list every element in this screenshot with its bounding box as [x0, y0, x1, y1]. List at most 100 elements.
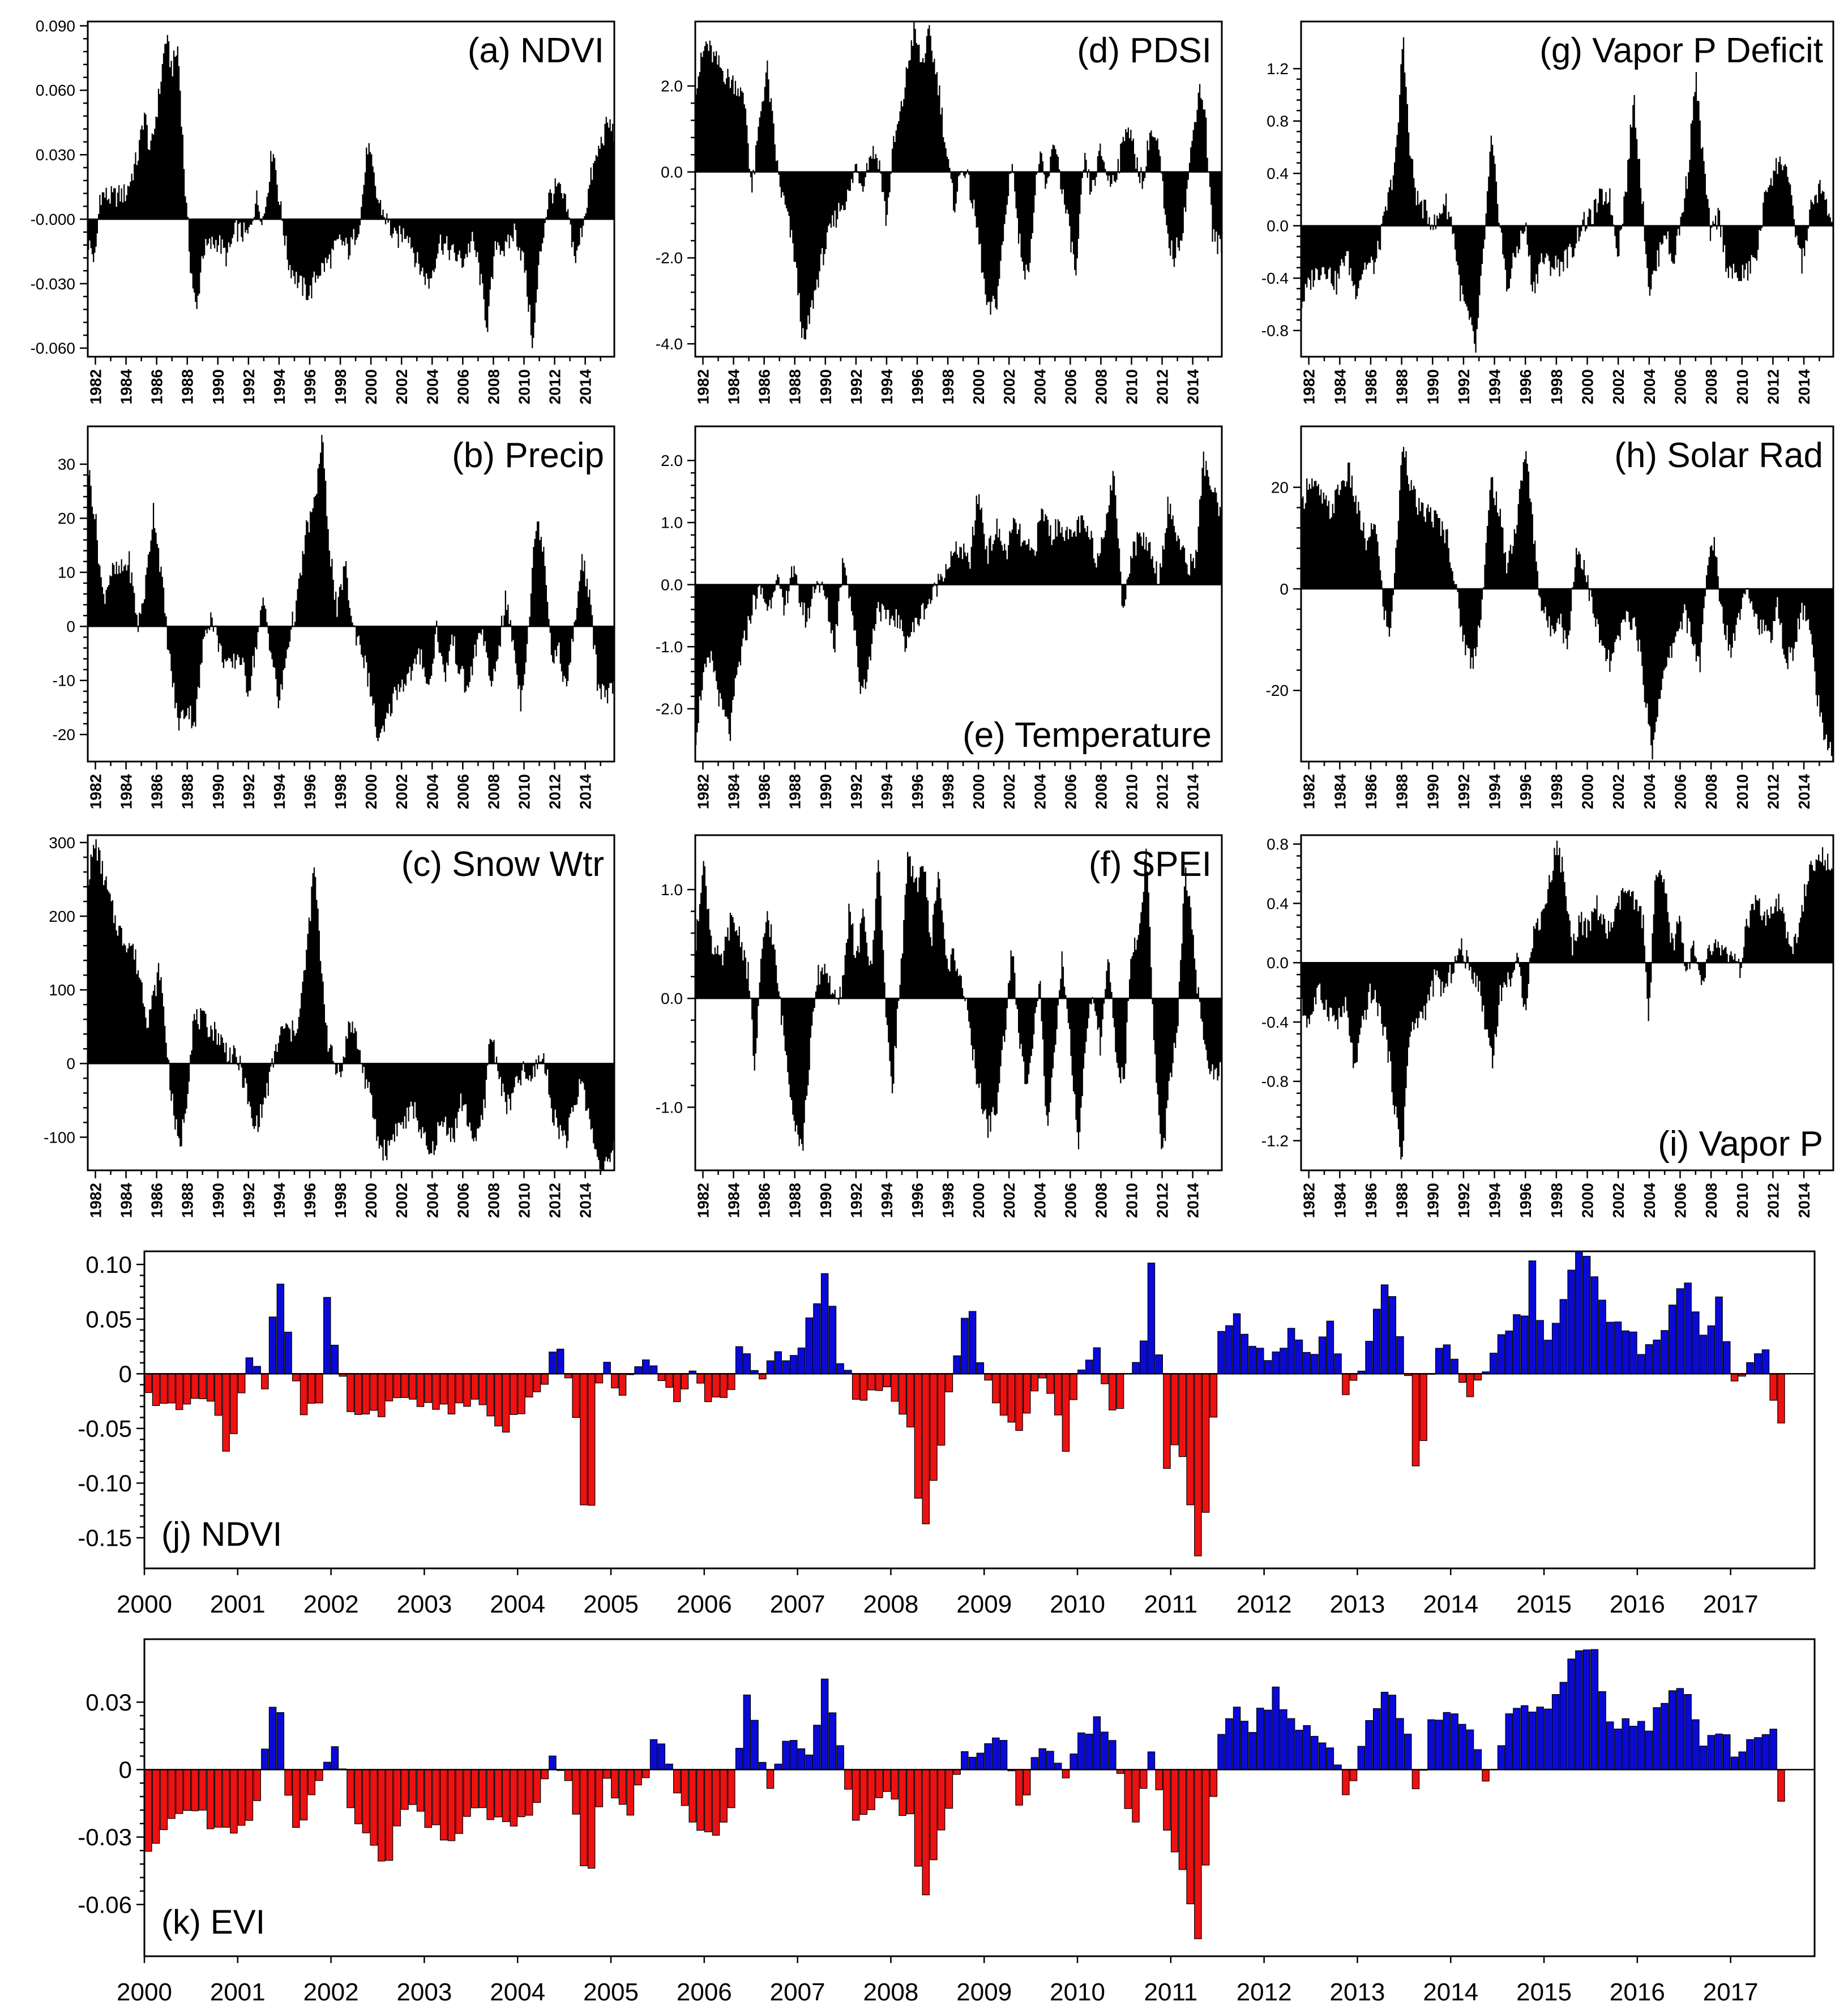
- bar: [1707, 1325, 1716, 1374]
- bar: [160, 1769, 168, 1831]
- bar: [1474, 1749, 1482, 1770]
- x-tick-label: 2006: [677, 1590, 732, 1618]
- x-tick-label: 2014: [1423, 1978, 1478, 2006]
- bar: [587, 1373, 596, 1506]
- x-tick-label: 1986: [148, 369, 166, 404]
- x-tick-label: 2000: [1579, 774, 1597, 809]
- bar: [424, 1373, 432, 1403]
- bar: [751, 1720, 759, 1770]
- x-tick-label: 1994: [878, 369, 896, 405]
- series-area-negative: [1382, 589, 1834, 762]
- x-tick-label: 1992: [240, 1183, 258, 1218]
- bar: [284, 1769, 292, 1796]
- bar: [237, 1769, 246, 1826]
- series-area-positive: [88, 435, 593, 627]
- x-tick-label: 2001: [210, 1590, 266, 1618]
- bar: [160, 1373, 168, 1404]
- bar: [1030, 1373, 1039, 1392]
- bar: [836, 1745, 844, 1770]
- bar: [961, 1318, 969, 1374]
- bar: [766, 1360, 775, 1374]
- bar: [1186, 1769, 1194, 1905]
- bar: [704, 1769, 712, 1832]
- bar: [1225, 1325, 1233, 1374]
- panel-title: (e) Temperature: [962, 716, 1212, 755]
- x-tick-label: 1994: [271, 1183, 288, 1218]
- bar: [1093, 1347, 1101, 1374]
- bar: [696, 1373, 704, 1384]
- y-tick-label: -0.4: [1261, 1014, 1289, 1031]
- y-tick-label: -100: [44, 1128, 75, 1146]
- x-tick-label: 1992: [1455, 774, 1473, 809]
- bar: [261, 1748, 269, 1770]
- bar: [649, 1365, 658, 1374]
- series-area-negative: [137, 626, 615, 742]
- bar: [1264, 1360, 1272, 1374]
- bar: [766, 1769, 775, 1789]
- bar: [999, 1373, 1008, 1416]
- bar: [541, 1373, 549, 1385]
- bar: [673, 1769, 681, 1794]
- bar: [1170, 1373, 1179, 1446]
- bar: [1109, 1373, 1116, 1410]
- x-tick-label: 1988: [1393, 369, 1411, 404]
- bar: [276, 1712, 285, 1770]
- bar: [844, 1769, 852, 1790]
- x-tick-label: 2006: [454, 1183, 472, 1218]
- x-tick-label: 2012: [1154, 1183, 1171, 1218]
- x-tick-label: 2013: [1330, 1590, 1385, 1618]
- bar: [362, 1769, 370, 1833]
- bar: [1109, 1740, 1116, 1770]
- bar: [789, 1355, 798, 1374]
- y-tick-label: -0.8: [1261, 1073, 1289, 1091]
- bar: [1505, 1331, 1513, 1374]
- y-tick-label: 0.8: [1267, 836, 1289, 853]
- bar: [1427, 1719, 1435, 1770]
- x-tick-label: 1996: [909, 1183, 926, 1218]
- bar: [1116, 1373, 1124, 1409]
- bar: [152, 1769, 160, 1844]
- x-tick-label: 1996: [909, 774, 926, 809]
- x-tick-label: 2006: [1671, 369, 1689, 404]
- bar: [1622, 1718, 1630, 1770]
- x-tick-label: 1986: [756, 1183, 773, 1218]
- bar: [805, 1317, 813, 1374]
- bar: [168, 1769, 176, 1819]
- bar: [385, 1373, 393, 1401]
- bar: [1085, 1734, 1093, 1771]
- bar: [1668, 1305, 1676, 1374]
- x-tick-label: 2009: [956, 1978, 1012, 2006]
- bar: [1466, 1729, 1474, 1770]
- x-tick-label: 2012: [546, 1183, 564, 1218]
- bar: [836, 1363, 844, 1374]
- x-tick-label: 1986: [148, 1183, 166, 1218]
- bar: [354, 1769, 362, 1824]
- bar: [1551, 1694, 1560, 1770]
- bar: [1388, 1296, 1397, 1374]
- bar: [1264, 1709, 1272, 1770]
- x-tick-label: 2008: [1092, 1183, 1110, 1218]
- bar: [1015, 1769, 1023, 1806]
- bar: [556, 1349, 564, 1374]
- y-tick-label: -2.0: [656, 700, 683, 718]
- bar: [284, 1332, 292, 1374]
- bar: [1388, 1695, 1397, 1770]
- x-tick-label: 1988: [786, 1183, 804, 1218]
- bar: [253, 1769, 261, 1801]
- x-tick-label: 1996: [1517, 369, 1534, 404]
- x-tick-label: 1986: [756, 369, 773, 404]
- bar: [797, 1348, 806, 1374]
- bar: [315, 1769, 323, 1781]
- bar: [1629, 1726, 1637, 1770]
- bar: [478, 1769, 487, 1808]
- x-tick-label: 1982: [1301, 1183, 1318, 1218]
- y-tick-label: 0.060: [36, 82, 75, 99]
- bar: [1373, 1309, 1381, 1374]
- bar: [1458, 1724, 1466, 1770]
- x-tick-label: 2014: [577, 369, 594, 405]
- x-tick-label: 2012: [1237, 1978, 1292, 2006]
- bar: [1030, 1757, 1039, 1770]
- x-tick-label: 2002: [303, 1978, 359, 2006]
- bar: [1435, 1720, 1443, 1770]
